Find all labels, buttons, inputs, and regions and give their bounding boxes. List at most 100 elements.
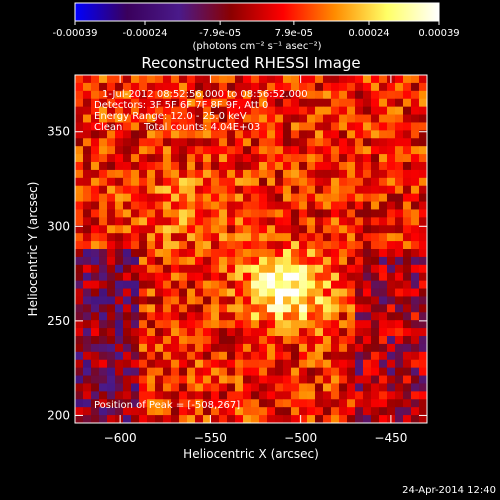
heatmap-cell <box>259 75 268 84</box>
heatmap-cell <box>123 399 132 408</box>
heatmap-cell <box>163 359 172 369</box>
heatmap-cell <box>115 138 124 147</box>
heatmap-cell <box>163 415 172 423</box>
heatmap-cell <box>219 312 228 321</box>
heatmap-cell <box>259 177 268 187</box>
heatmap-cell <box>283 296 292 305</box>
heatmap-cell <box>371 75 380 84</box>
heatmap-cell <box>139 201 148 210</box>
heatmap-cell <box>291 241 300 250</box>
heatmap-cell <box>179 343 188 353</box>
heatmap-cell <box>347 185 356 195</box>
heatmap-cell <box>283 415 292 423</box>
heatmap-cell <box>243 383 252 392</box>
heatmap-cell <box>363 304 372 313</box>
heatmap-cell <box>171 217 180 226</box>
heatmap-cell <box>187 162 196 171</box>
heatmap-cell <box>315 225 324 234</box>
heatmap-cell <box>307 114 316 123</box>
heatmap-cell <box>163 114 172 123</box>
heatmap-cell <box>331 249 340 258</box>
heatmap-cell <box>91 256 100 266</box>
heatmap-cell <box>363 264 372 274</box>
heatmap-cell <box>371 82 380 92</box>
heatmap-cell <box>331 367 340 376</box>
heatmap-cell <box>155 256 164 266</box>
heatmap-cell <box>171 146 180 155</box>
heatmap-cell <box>171 177 180 187</box>
heatmap-cell <box>99 162 108 171</box>
heatmap-cell <box>107 272 116 282</box>
heatmap-cell <box>315 146 324 155</box>
heatmap-cell <box>403 201 412 210</box>
heatmap-cell <box>339 217 348 226</box>
heatmap-cell <box>235 90 244 100</box>
heatmap-cell <box>91 367 100 376</box>
heatmap-cell <box>219 367 228 376</box>
heatmap-cell <box>299 162 308 171</box>
heatmap-cell <box>379 280 388 289</box>
heatmap-cell <box>147 328 156 337</box>
heatmap-cell <box>171 233 180 242</box>
heatmap-cell <box>339 264 348 274</box>
heatmap-cell <box>155 217 164 226</box>
heatmap-cell <box>131 280 140 289</box>
heatmap-cell <box>331 177 340 187</box>
heatmap-cell <box>315 328 324 337</box>
heatmap-cell <box>395 130 404 139</box>
heatmap-cell <box>251 375 260 384</box>
heatmap-cell <box>227 146 236 155</box>
heatmap-cell <box>411 217 420 226</box>
heatmap-cell <box>267 75 276 84</box>
heatmap-cell <box>179 415 188 423</box>
heatmap-cell <box>195 320 204 329</box>
heatmap-cell <box>83 256 92 266</box>
heatmap-cell <box>123 185 132 195</box>
heatmap-cell <box>419 122 427 131</box>
heatmap-cell <box>299 407 308 416</box>
heatmap-cell <box>291 209 300 218</box>
heatmap-cell <box>235 82 244 92</box>
heatmap-cell <box>155 82 164 92</box>
heatmap-cell <box>91 90 100 100</box>
heatmap-cell <box>267 138 276 147</box>
heatmap-cell <box>219 320 228 329</box>
heatmap-cell <box>155 288 164 297</box>
heatmap-cell <box>155 399 164 408</box>
heatmap-cell <box>283 138 292 147</box>
heatmap-cell <box>403 399 412 408</box>
heatmap-cell <box>83 343 92 353</box>
heatmap-cell <box>323 75 332 84</box>
heatmap-cell <box>419 415 427 423</box>
heatmap-cell <box>99 264 108 274</box>
heatmap-cell <box>131 256 140 266</box>
heatmap-cell <box>315 320 324 329</box>
heatmap-cell <box>195 407 204 416</box>
heatmap-cell <box>395 336 404 345</box>
heatmap-cell <box>251 280 260 289</box>
heatmap-cell <box>139 241 148 250</box>
heatmap-cell <box>227 249 236 258</box>
heatmap-cell <box>83 114 92 123</box>
heatmap-cell <box>283 114 292 123</box>
heatmap-cell <box>363 138 372 147</box>
heatmap-cell <box>371 383 380 392</box>
heatmap-cell <box>355 75 364 84</box>
annotation-time: 1-Jul-2012 08:52:56.000 to 08:56:52.000 <box>102 89 308 100</box>
heatmap-cell <box>379 399 388 408</box>
heatmap-cell <box>203 320 212 329</box>
heatmap-cell <box>163 233 172 242</box>
heatmap-cell <box>403 415 412 423</box>
heatmap-cell <box>219 256 228 266</box>
heatmap-cell <box>355 336 364 345</box>
heatmap-cell <box>235 217 244 226</box>
heatmap-cell <box>155 336 164 345</box>
heatmap-cell <box>243 169 252 179</box>
heatmap-cell <box>331 272 340 282</box>
heatmap-cell <box>155 75 164 84</box>
heatmap-cell <box>243 249 252 258</box>
heatmap-cell <box>251 75 260 84</box>
heatmap-cell <box>403 138 412 147</box>
heatmap-cell <box>107 359 116 369</box>
heatmap-cell <box>339 336 348 345</box>
